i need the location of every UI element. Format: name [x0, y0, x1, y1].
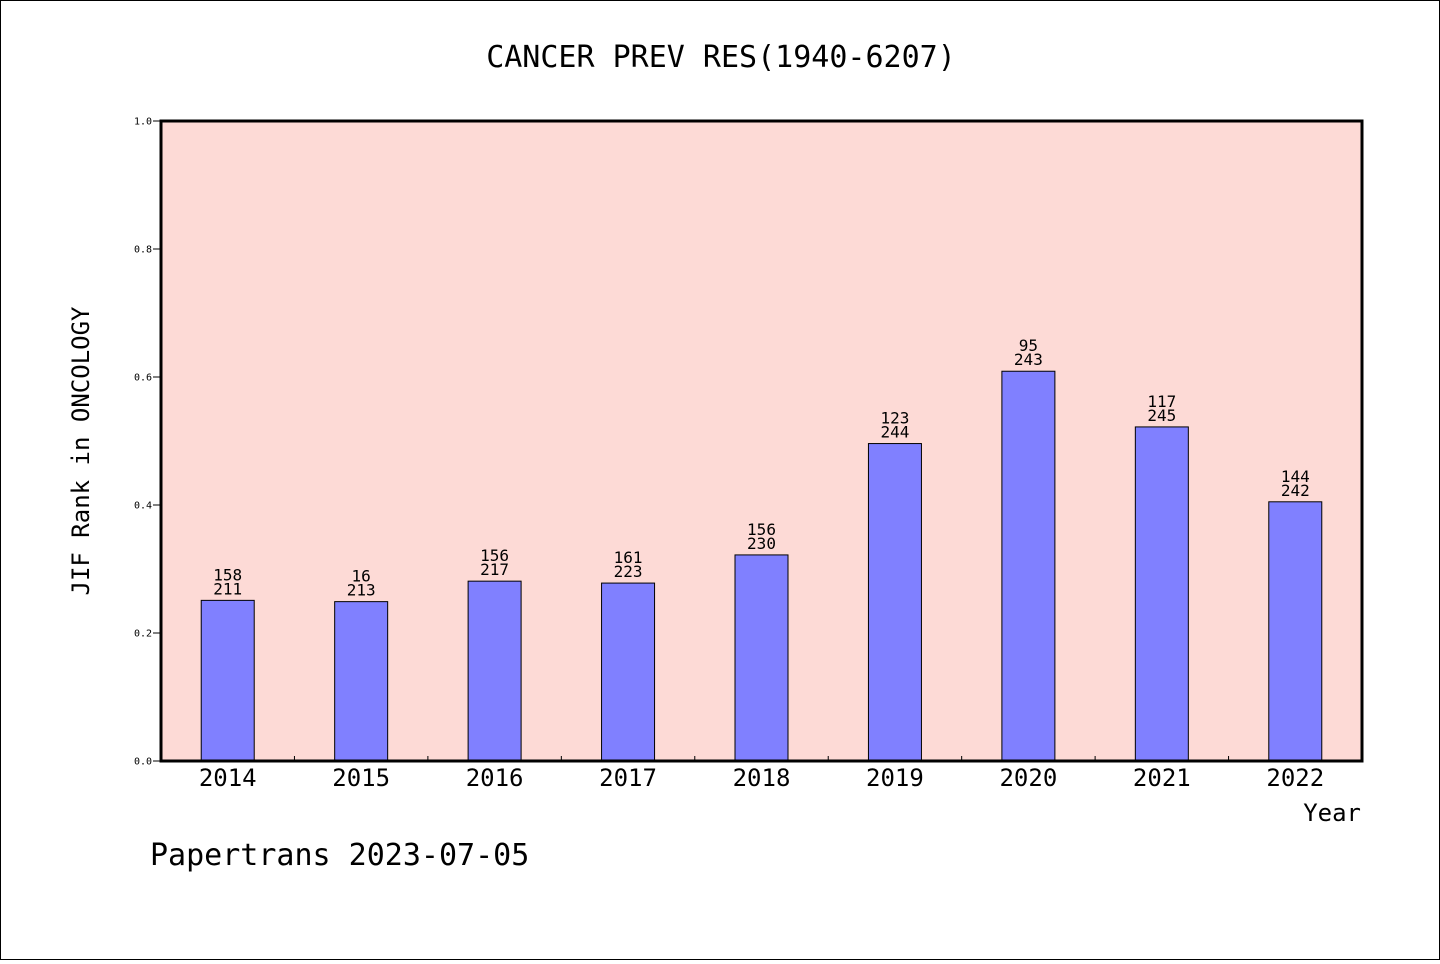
y-tick-label: 0.6 — [134, 373, 152, 384]
x-tick-label: 2021 — [1133, 764, 1191, 792]
plot-border — [159, 119, 1364, 763]
bar-rank-label: 161 — [614, 548, 643, 567]
bar-rank-label: 117 — [1147, 392, 1176, 411]
y-tick-label: 1.0 — [134, 117, 152, 128]
y-tick-label: 0.0 — [134, 757, 152, 768]
bar-total-label: 244 — [880, 423, 909, 442]
bar-rank-label: 156 — [480, 546, 509, 565]
bar-rank-label: 16 — [352, 567, 371, 586]
x-axis-ticks: 2014 2015 2016 2017 2018 2019 2020 2021 2022 — [199, 756, 1324, 792]
y-tick-label: 0.8 — [134, 245, 152, 256]
y-tick-label: 0.2 — [134, 629, 152, 640]
bar-rank-label: 123 — [880, 409, 909, 428]
bar-rank-label: 144 — [1281, 467, 1310, 486]
x-tick-label: 2014 — [199, 764, 257, 792]
x-tick-label: 2019 — [866, 764, 924, 792]
chart-title: CANCER PREV RES(1940-6207) — [486, 40, 956, 75]
bar — [734, 554, 789, 762]
x-tick-label: 2022 — [1266, 764, 1324, 792]
bar-total-label: 223 — [614, 562, 643, 581]
x-axis-label: Year — [1303, 799, 1361, 827]
bar — [467, 580, 522, 762]
y-axis-ticks: 0.0 0.2 0.4 0.6 0.8 1.0 — [134, 117, 161, 768]
y-axis-label: JIF Rank in ONCOLOGY — [67, 306, 95, 596]
bar-total-label: 217 — [480, 560, 509, 579]
bar-total-label: 213 — [347, 581, 376, 600]
x-tick-label: 2015 — [332, 764, 390, 792]
bar — [1268, 501, 1323, 762]
bars — [200, 370, 1323, 762]
bar — [334, 601, 389, 762]
footer-text: Papertrans 2023-07-05 — [150, 838, 529, 873]
x-tick-label: 2020 — [999, 764, 1057, 792]
bar-labels: 1582111621315621716122315623012324495243… — [213, 336, 1309, 599]
bar-total-label: 242 — [1281, 481, 1310, 500]
bar-rank-label: 158 — [213, 565, 242, 584]
bar-total-label: 243 — [1014, 350, 1043, 369]
bar — [1134, 426, 1189, 762]
bar-rank-label: 95 — [1019, 336, 1038, 355]
bar — [867, 443, 922, 762]
bar-total-label: 245 — [1147, 406, 1176, 425]
bar-total-label: 230 — [747, 534, 776, 553]
bar — [601, 582, 656, 762]
x-tick-label: 2017 — [599, 764, 657, 792]
bar — [200, 599, 255, 762]
x-tick-label: 2016 — [466, 764, 524, 792]
bar — [1001, 370, 1056, 762]
x-tick-label: 2018 — [733, 764, 791, 792]
y-tick-label: 0.4 — [134, 501, 152, 512]
bar-total-label: 211 — [213, 579, 242, 598]
bar-rank-label: 156 — [747, 520, 776, 539]
